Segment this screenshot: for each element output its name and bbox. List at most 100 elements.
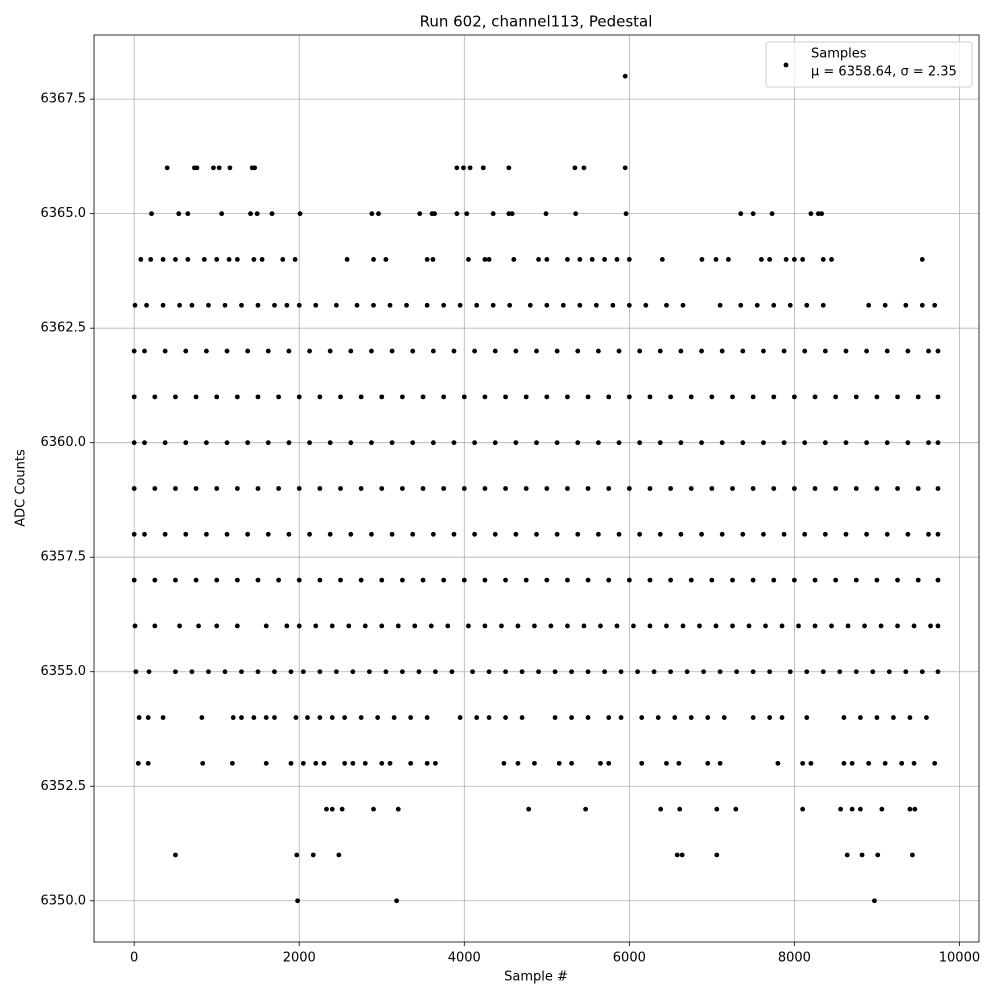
point [348, 440, 354, 446]
point [657, 348, 663, 354]
point [845, 623, 851, 629]
point [907, 806, 913, 812]
point [699, 440, 704, 446]
point [410, 348, 416, 354]
point [317, 486, 323, 491]
point [383, 669, 389, 675]
point [598, 760, 603, 766]
point [866, 760, 872, 766]
point [717, 302, 723, 308]
point [263, 715, 269, 720]
point [725, 257, 731, 262]
point [313, 623, 319, 629]
point [647, 394, 653, 400]
point [602, 669, 607, 675]
point [874, 577, 880, 583]
point [490, 302, 496, 308]
point [935, 577, 941, 583]
point [307, 531, 312, 537]
point [864, 348, 870, 354]
point [560, 302, 566, 308]
point [862, 623, 867, 629]
point [234, 623, 240, 629]
point [313, 302, 319, 308]
point [245, 440, 251, 446]
point [815, 211, 821, 217]
point [569, 715, 574, 720]
point [376, 211, 381, 217]
point [379, 394, 385, 400]
point [230, 715, 236, 720]
point [294, 852, 300, 858]
point [348, 348, 354, 354]
point [239, 715, 244, 720]
point [201, 257, 207, 262]
point [486, 669, 492, 675]
point [895, 486, 900, 491]
point [705, 760, 711, 766]
point [565, 623, 570, 629]
point [763, 623, 768, 629]
point [565, 257, 570, 262]
point [791, 486, 797, 491]
point [534, 348, 539, 354]
point [226, 257, 232, 262]
point [705, 715, 711, 720]
point [606, 486, 612, 491]
point [480, 165, 486, 171]
point [482, 577, 488, 583]
point [911, 760, 917, 766]
point [394, 898, 400, 904]
point [829, 623, 834, 629]
point [424, 257, 430, 262]
point [606, 394, 612, 400]
point [740, 531, 746, 537]
point [327, 531, 333, 537]
point [379, 577, 385, 583]
point [812, 577, 818, 583]
point [781, 440, 787, 446]
point [565, 577, 570, 583]
point [417, 211, 423, 217]
point [317, 669, 323, 675]
point [838, 806, 844, 812]
point [761, 348, 766, 354]
point [321, 760, 327, 766]
point [177, 302, 182, 308]
y-tick-label: 6362.5 [41, 321, 87, 336]
point [482, 623, 488, 629]
point [371, 257, 376, 262]
point [214, 257, 220, 262]
point [189, 669, 195, 675]
point [554, 440, 560, 446]
point [552, 715, 558, 720]
point [717, 760, 723, 766]
point [305, 715, 310, 720]
point [451, 440, 457, 446]
point [327, 348, 333, 354]
point [678, 531, 684, 537]
point [300, 760, 306, 766]
point [678, 440, 684, 446]
point [882, 760, 888, 766]
point [544, 257, 550, 262]
point [369, 211, 375, 217]
point [254, 211, 260, 217]
point [389, 348, 395, 354]
point [808, 760, 814, 766]
point [565, 486, 570, 491]
point [721, 715, 727, 720]
point [410, 440, 416, 446]
point [503, 715, 508, 720]
point [144, 302, 149, 308]
point [467, 165, 473, 171]
point [389, 440, 395, 446]
point [864, 440, 870, 446]
point [626, 257, 632, 262]
point [206, 302, 211, 308]
point [509, 211, 515, 217]
point [796, 623, 801, 629]
point [548, 623, 554, 629]
point [344, 257, 350, 262]
point [804, 302, 810, 308]
